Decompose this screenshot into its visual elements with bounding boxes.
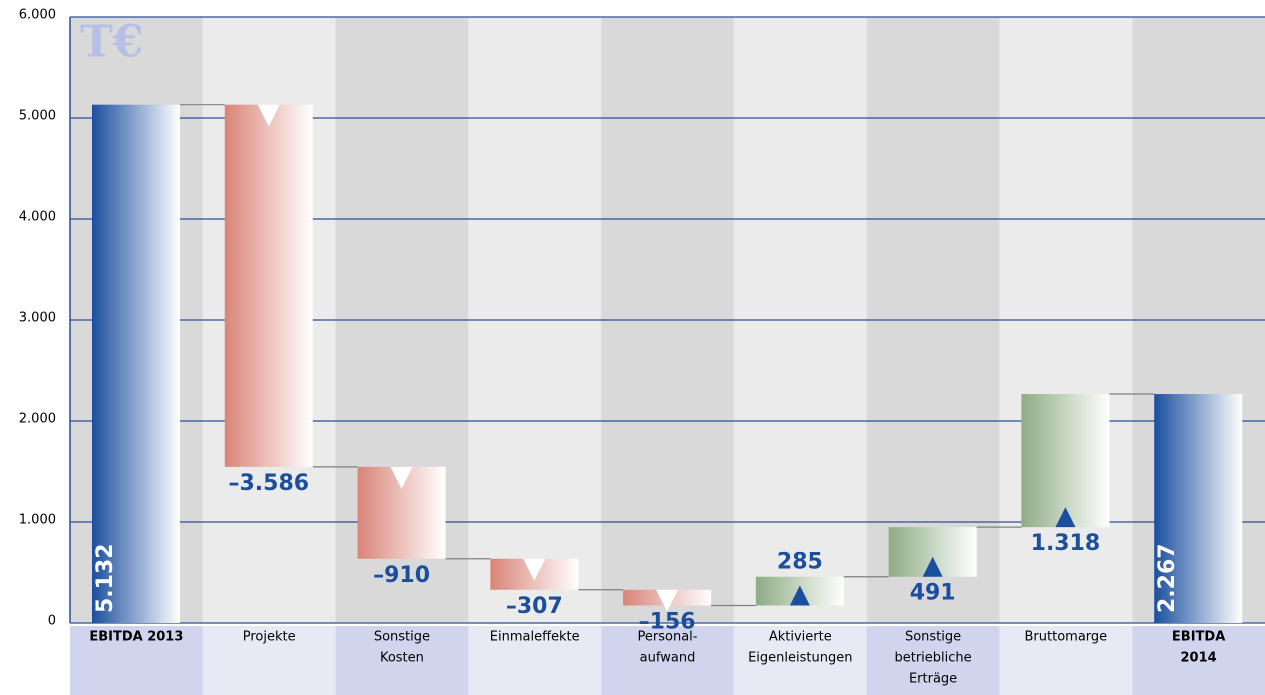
marker	[1055, 507, 1076, 528]
x-tick-label: EBITDA	[1172, 630, 1225, 645]
value-label: 285	[777, 550, 823, 575]
x-tick-label: Projekte	[243, 630, 296, 645]
x-tick-label: Kosten	[380, 651, 424, 666]
value-label: –3.586	[228, 471, 309, 496]
y-tick-label: 3.000	[19, 311, 56, 326]
x-tick-label: Eigenleistungen	[748, 651, 852, 666]
y-tick-label: 0	[48, 614, 56, 629]
label-band	[866, 626, 1000, 695]
y-tick-label: 1.000	[19, 513, 56, 528]
marker	[390, 466, 413, 489]
x-tick-label: Erträge	[909, 672, 957, 687]
label-band	[468, 626, 602, 695]
label-band	[733, 626, 867, 695]
value-label: –910	[373, 563, 430, 588]
value-label: 2.267	[1155, 543, 1180, 613]
x-tick-label: Aktivierte	[769, 630, 832, 645]
y-tick-label: 4.000	[19, 210, 56, 225]
y-tick-label: 5.000	[19, 109, 56, 124]
x-tick-label: EBITDA 2013	[89, 630, 183, 645]
value-label: –307	[506, 594, 563, 619]
value-label: –156	[639, 610, 696, 635]
x-tick-label: Sonstige	[905, 630, 961, 645]
value-label: 5.132	[93, 543, 118, 613]
label-band	[202, 626, 336, 695]
label-band	[70, 626, 203, 695]
value-label: 491	[910, 581, 956, 606]
x-tick-label: Bruttomarge	[1025, 630, 1108, 645]
label-band	[335, 626, 469, 695]
label-band	[1132, 626, 1265, 695]
marker	[922, 556, 943, 577]
bar	[92, 104, 180, 624]
y-tick-label: 2.000	[19, 412, 56, 427]
unit-label: T€	[80, 17, 143, 68]
marker	[789, 585, 810, 606]
label-band	[999, 626, 1133, 695]
label-band	[601, 626, 734, 695]
x-tick-label: betriebliche	[894, 651, 971, 666]
marker	[257, 104, 280, 127]
marker	[656, 589, 679, 612]
x-tick-label: Sonstige	[374, 630, 430, 645]
x-tick-label: Personal-	[638, 630, 698, 645]
bar	[224, 104, 313, 467]
bar	[1154, 394, 1243, 623]
x-tick-label: 2014	[1181, 651, 1217, 666]
x-tick-label: aufwand	[640, 651, 696, 666]
marker	[523, 558, 546, 581]
y-tick-label: 6.000	[19, 8, 56, 23]
x-tick-label: Einmaleffekte	[490, 630, 580, 645]
value-label: 1.318	[1031, 531, 1101, 556]
bar	[1021, 394, 1110, 528]
